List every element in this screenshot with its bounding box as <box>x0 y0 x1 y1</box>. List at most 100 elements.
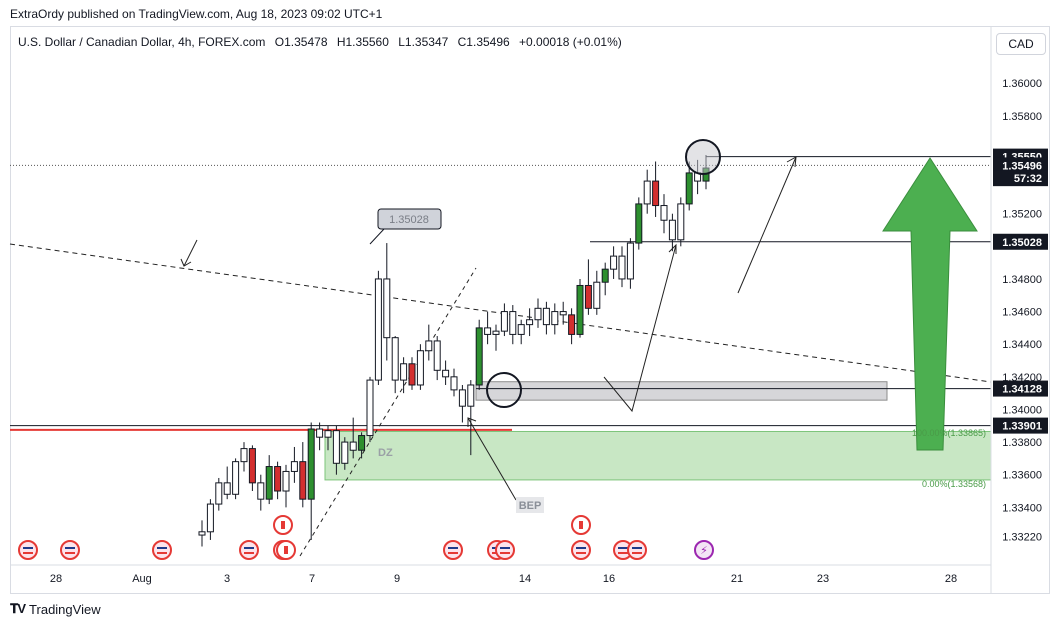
zigzag-arrowhead <box>668 243 677 254</box>
highlight-circle-low <box>486 372 522 408</box>
y-tick-label: 1.34600 <box>1002 307 1042 319</box>
dz-label: DZ <box>378 447 393 459</box>
candle-body <box>408 363 416 386</box>
y-tick-label: 1.36000 <box>1002 78 1042 90</box>
candle-body <box>677 203 685 241</box>
legend-close: C1.35496 <box>457 35 510 49</box>
legend-change: +0.00018 (+0.01%) <box>519 35 622 49</box>
small-arrowhead <box>180 258 192 267</box>
candle-body <box>601 268 609 283</box>
ca-event-icon-leaf <box>284 546 288 554</box>
candle-body <box>626 242 634 280</box>
candle-body <box>551 311 559 326</box>
candle-body <box>341 441 349 464</box>
legend-low: L1.35347 <box>398 35 449 49</box>
lightning-event-icon <box>694 540 714 560</box>
x-tick-label: 14 <box>519 573 531 585</box>
legend-open: O1.35478 <box>274 35 328 49</box>
x-tick-label: 7 <box>309 573 315 585</box>
small-arrow <box>183 239 198 267</box>
candle-body <box>685 172 693 205</box>
candle-body <box>450 376 458 391</box>
y-tick-label: 1.35800 <box>1002 111 1042 123</box>
price-label: 1.35028 <box>1002 237 1042 249</box>
candle-body <box>374 278 382 381</box>
demand-zone <box>324 430 992 481</box>
candle-body <box>526 319 534 326</box>
candle-body <box>509 311 517 335</box>
zigzag-path <box>603 244 677 413</box>
candle-body <box>257 482 265 500</box>
big-green-arrow <box>882 157 978 451</box>
candle-body <box>652 180 660 207</box>
candle-body <box>442 369 450 378</box>
candle-body <box>492 330 500 335</box>
price-label-bg <box>993 170 1048 187</box>
price-label: 57:32 <box>1014 173 1042 185</box>
candle-body <box>559 311 567 316</box>
candle-body <box>198 531 206 536</box>
price-label-bg <box>993 157 1048 174</box>
candle-body <box>458 389 466 407</box>
fib-top-label: 100.00%(1.33865) <box>912 428 986 438</box>
y-tick-label: 1.33800 <box>1002 437 1042 449</box>
candle-body <box>576 284 584 335</box>
callout-label: 1.35028 <box>389 214 429 226</box>
symbol-name: U.S. Dollar / Canadian Dollar, 4h, FOREX… <box>18 35 266 49</box>
candle-body <box>500 311 508 332</box>
price-label-bg <box>993 233 1048 250</box>
us-event-icon <box>60 540 80 560</box>
currency-button[interactable]: CAD <box>996 33 1046 55</box>
us-event-icon <box>443 540 463 560</box>
candle-body <box>668 219 676 241</box>
tradingview-logo-icon: 𝐓V <box>10 601 26 616</box>
projection-arrow <box>737 156 797 294</box>
candle-body <box>416 350 424 386</box>
ascending-trendline <box>299 267 477 557</box>
candle-body <box>568 314 576 335</box>
candle-body <box>484 327 492 335</box>
candle-body <box>391 337 399 381</box>
us-event-icon <box>495 540 515 560</box>
callout-box <box>377 208 442 230</box>
candle-body <box>433 340 441 371</box>
x-tick-label: 23 <box>817 573 829 585</box>
candle-body <box>660 205 668 221</box>
tradingview-brand[interactable]: 𝐓V TradingView <box>10 601 101 617</box>
candle-body <box>542 307 550 326</box>
candle-body <box>307 428 315 500</box>
us-event-icon <box>627 540 647 560</box>
candle-body <box>206 503 214 533</box>
chart-frame <box>10 26 1050 594</box>
price-label-bg <box>993 417 1048 434</box>
candle-body <box>635 203 643 244</box>
x-tick-label: 28 <box>50 573 62 585</box>
y-tick-label: 1.35200 <box>1002 209 1042 221</box>
y-tick-label: 1.34400 <box>1002 339 1042 351</box>
candle-body <box>584 284 592 309</box>
candle-body <box>534 307 542 321</box>
y-tick-label: 1.33400 <box>1002 502 1042 514</box>
candle-body <box>274 466 282 492</box>
candle-body <box>232 461 240 495</box>
candle-body <box>383 278 391 339</box>
price-label: 1.34128 <box>1002 384 1042 396</box>
bep-label: BEP <box>519 500 542 512</box>
candle-body <box>610 255 618 270</box>
candle-body <box>332 430 340 464</box>
candle-body <box>316 428 324 438</box>
us-event-icon <box>571 540 591 560</box>
candle-body <box>425 340 433 352</box>
x-tick-label: Aug <box>132 573 152 585</box>
candle-body <box>366 379 374 437</box>
descending-trendline <box>9 243 992 383</box>
lightning-glyph: ⚡ <box>700 544 708 557</box>
y-tick-label: 1.33600 <box>1002 470 1042 482</box>
price-label: 1.35496 <box>1002 160 1042 172</box>
candle-body <box>299 461 307 500</box>
bep-pointer <box>467 417 517 501</box>
candle-body <box>282 470 290 492</box>
candle-body <box>349 441 357 451</box>
bep-label-bg <box>516 497 544 513</box>
